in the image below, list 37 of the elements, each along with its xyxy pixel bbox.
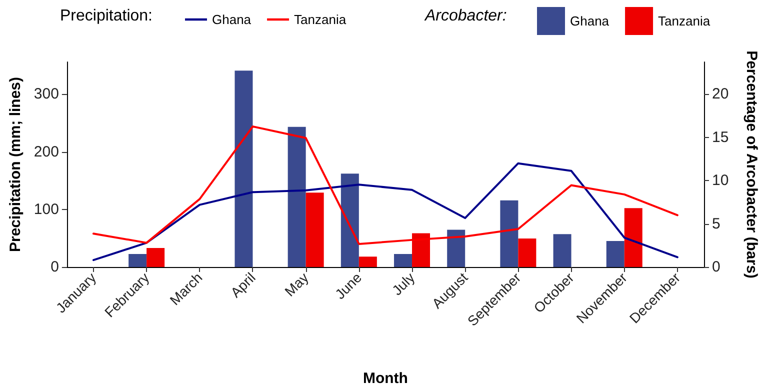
bar bbox=[234, 70, 253, 267]
legend-label: Tanzania bbox=[294, 12, 347, 27]
bar bbox=[553, 234, 572, 267]
x-axis-title: Month bbox=[362, 370, 408, 387]
y2-axis-title: Percentage of Arcobacter (bars) bbox=[743, 50, 760, 278]
bar bbox=[412, 233, 430, 267]
y-axis-title: Precipitation (mm; lines) bbox=[7, 76, 24, 252]
bar bbox=[624, 208, 642, 267]
bar bbox=[146, 248, 165, 267]
legend-title: Precipitation: bbox=[60, 8, 152, 24]
bar bbox=[447, 230, 466, 267]
y2-tick-label: 15 bbox=[712, 128, 729, 146]
x-tick-label: May bbox=[281, 269, 312, 300]
bar bbox=[128, 254, 147, 267]
y-tick-label: 200 bbox=[34, 143, 59, 160]
legend-label: Tanzania bbox=[658, 14, 711, 28]
legend-label: Ghana bbox=[212, 12, 252, 27]
x-tick-label: July bbox=[388, 269, 418, 298]
text: Arcobacter: bbox=[424, 8, 507, 24]
line-series bbox=[92, 162, 678, 262]
bar bbox=[606, 241, 624, 267]
bar bbox=[288, 126, 306, 267]
y2-tick-label: 10 bbox=[712, 172, 729, 189]
y2-tick-label: 20 bbox=[712, 86, 729, 103]
bar bbox=[340, 174, 359, 267]
y-tick-label: 100 bbox=[34, 200, 59, 218]
bar bbox=[500, 200, 518, 267]
line-series bbox=[92, 125, 678, 245]
bar bbox=[518, 238, 536, 267]
bar bbox=[358, 256, 377, 267]
y-tick-label: 0 bbox=[50, 258, 59, 276]
y-tick-label: 300 bbox=[34, 86, 59, 103]
y2-tick-label: 5 bbox=[712, 215, 720, 232]
y2-tick-label: 0 bbox=[712, 258, 720, 276]
bar bbox=[306, 192, 324, 267]
legend-label: Ghana bbox=[570, 14, 610, 28]
bar bbox=[394, 254, 412, 267]
